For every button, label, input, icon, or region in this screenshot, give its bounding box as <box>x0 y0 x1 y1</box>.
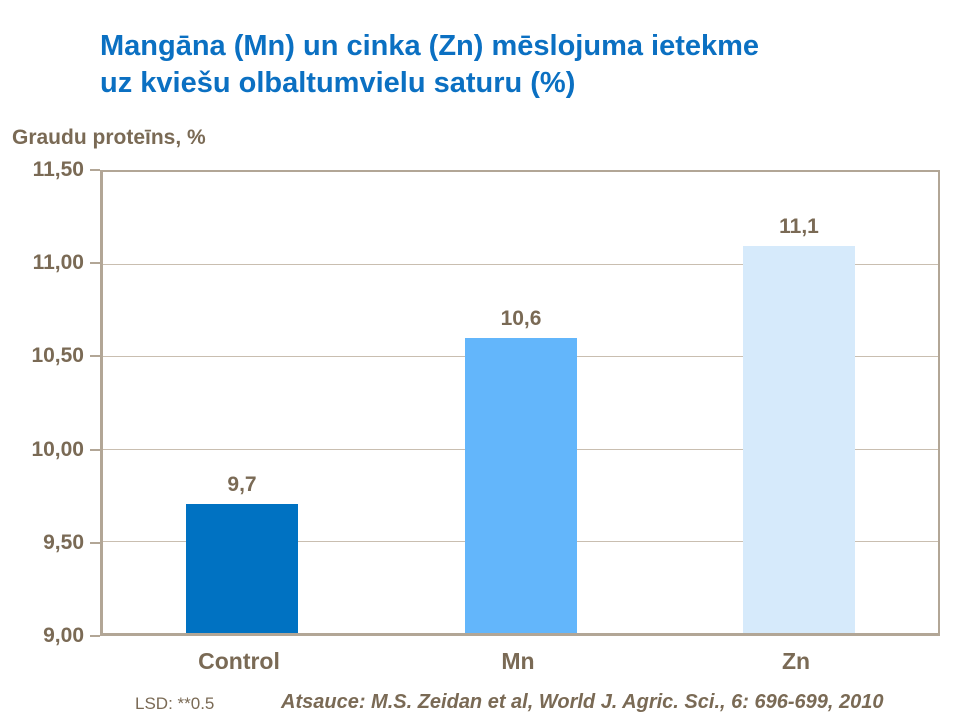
y-tick-mark <box>90 542 100 544</box>
bar-value-label: 10,6 <box>500 307 542 330</box>
y-tick-label: 9,50 <box>43 531 84 554</box>
x-category-label: Zn <box>781 648 811 674</box>
y-tick-mark <box>90 449 100 451</box>
chart-title-line1: Mangāna (Mn) un cinka (Zn) mēslojuma iet… <box>100 30 760 62</box>
y-tick-mark <box>90 169 100 171</box>
y-tick-label: 10,00 <box>31 438 84 461</box>
lsd-note: LSD: **0.5 <box>135 694 215 713</box>
y-tick-mark <box>90 262 100 264</box>
bar-control <box>186 504 298 633</box>
plot-area: 9,7 10,6 11,1 <box>100 170 940 636</box>
y-tick-mark <box>90 635 100 637</box>
x-category-label: Mn <box>501 648 535 674</box>
chart-title: Mangāna (Mn) un cinka (Zn) mēslojuma iet… <box>100 28 759 102</box>
plot-inner: 9,7 10,6 11,1 <box>103 172 938 633</box>
y-tick-label: 11,50 <box>32 158 84 181</box>
bar-value-label: 11,1 <box>779 215 819 238</box>
y-gridline <box>103 264 938 265</box>
reference-note: Atsauce: M.S. Zeidan et al, World J. Agr… <box>281 691 884 713</box>
y-tick-label: 11,00 <box>32 251 84 274</box>
bar-zn <box>743 246 855 633</box>
y-tick-label: 10,50 <box>31 344 84 367</box>
y-tick-label: 9,00 <box>43 624 84 647</box>
bar-value-label: 9,7 <box>227 473 257 496</box>
bar-mn <box>465 338 577 633</box>
y-axis-title: Graudu proteīns, % <box>12 126 206 149</box>
x-category-label: Control <box>198 648 280 674</box>
y-tick-mark <box>90 355 100 357</box>
chart-title-line2: uz kviešu olbaltumvielu saturu (%) <box>100 67 576 99</box>
